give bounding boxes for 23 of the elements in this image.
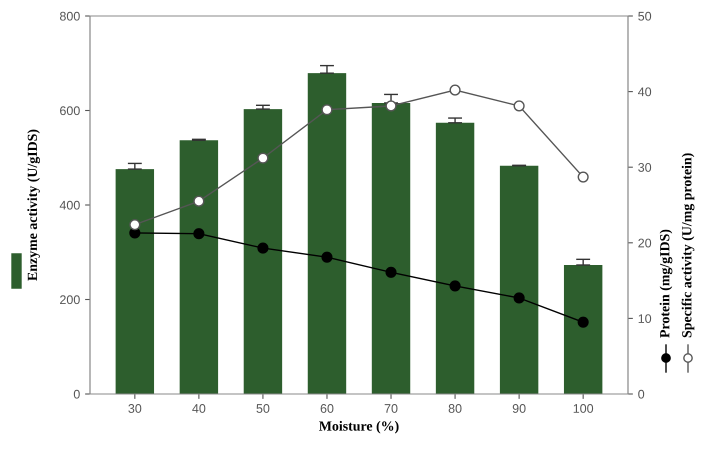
y-tick-label: 200 (60, 295, 80, 304)
x-tick-label: 90 (512, 404, 526, 413)
y-axis-title: Enzyme activity (U/gIDS) (27, 130, 40, 281)
y2-tick-label: 20 (638, 238, 652, 248)
y2-tick-label: 10 (638, 314, 652, 324)
text: Protein (mg/gIDS) (660, 230, 672, 338)
y-tick-label: 0 (74, 390, 80, 399)
y2-tick-label: 50 (638, 12, 652, 21)
x-tick-label: 70 (384, 404, 398, 413)
x-axis-title: Moisture (%) (319, 420, 399, 434)
x-tick-label: 60 (320, 404, 334, 413)
x-tick-label: 50 (256, 404, 270, 413)
y2-tick-label: 30 (638, 163, 652, 172)
x-tick-label: 30 (128, 404, 142, 413)
y-tick-label: 800 (60, 12, 80, 21)
y2-tick-label: 40 (638, 87, 652, 96)
x-tick-label: 40 (192, 404, 206, 413)
text: Specific activity (U/mg protein) (682, 153, 694, 338)
x-tick-label: 80 (448, 404, 462, 413)
x-tick-label: 100 (574, 404, 594, 413)
y2-tick-label: 0 (638, 390, 644, 399)
y-tick-label: 400 (60, 200, 80, 210)
y-tick-label: 600 (60, 106, 80, 116)
